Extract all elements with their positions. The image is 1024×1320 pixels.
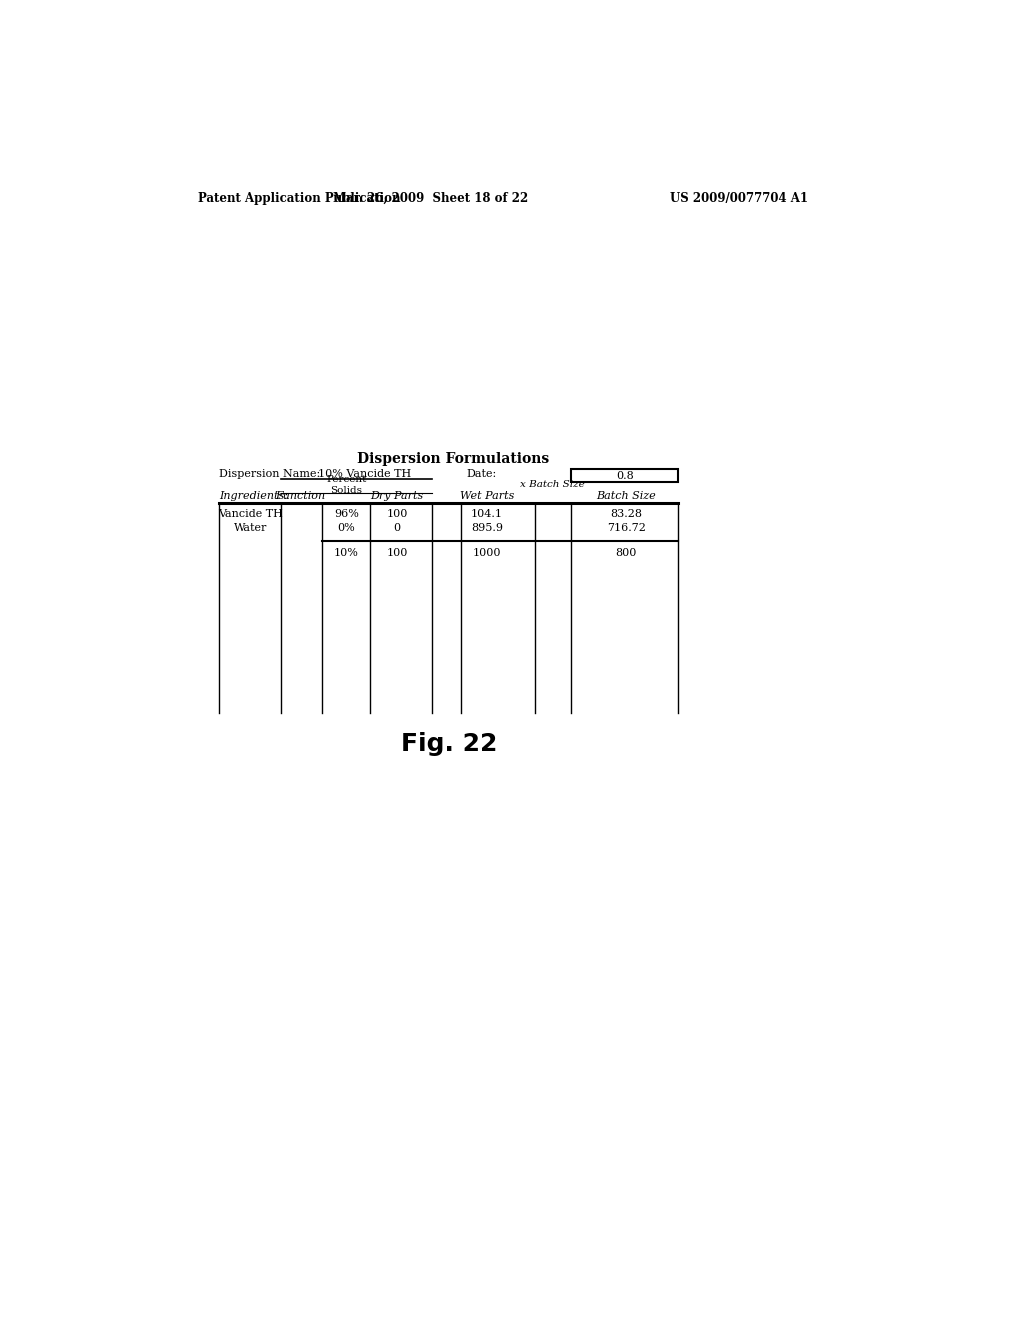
Text: Fig. 22: Fig. 22 xyxy=(401,731,498,755)
Text: 83.28: 83.28 xyxy=(610,510,642,519)
Text: Wet Parts: Wet Parts xyxy=(460,491,514,500)
Text: Vancide TH: Vancide TH xyxy=(218,510,283,519)
Text: 1000: 1000 xyxy=(472,548,501,558)
Text: 716.72: 716.72 xyxy=(607,523,646,533)
Text: Dispersion Name:: Dispersion Name: xyxy=(219,469,321,479)
Text: 0.8: 0.8 xyxy=(615,471,634,480)
Bar xyxy=(571,470,678,482)
Text: Batch Size: Batch Size xyxy=(596,491,656,500)
Text: US 2009/0077704 A1: US 2009/0077704 A1 xyxy=(671,191,809,205)
Text: Patent Application Publication: Patent Application Publication xyxy=(198,191,400,205)
Text: 800: 800 xyxy=(615,548,637,558)
Text: 10%: 10% xyxy=(334,548,359,558)
Text: 10% Vancide TH: 10% Vancide TH xyxy=(317,469,411,479)
Text: Mar. 26, 2009  Sheet 18 of 22: Mar. 26, 2009 Sheet 18 of 22 xyxy=(333,191,528,205)
Text: x Batch Size: x Batch Size xyxy=(520,480,585,490)
Text: Percent
Solids: Percent Solids xyxy=(327,475,367,495)
Text: Ingredients:: Ingredients: xyxy=(219,491,289,500)
Text: Water: Water xyxy=(233,523,267,533)
Text: 100: 100 xyxy=(386,548,408,558)
Text: 100: 100 xyxy=(386,510,408,519)
Text: 0%: 0% xyxy=(338,523,355,533)
Text: Function: Function xyxy=(275,491,325,500)
Text: 104.1: 104.1 xyxy=(471,510,503,519)
Text: 0: 0 xyxy=(393,523,400,533)
Text: Date:: Date: xyxy=(467,469,497,479)
Text: Dry Parts: Dry Parts xyxy=(371,491,424,500)
Text: 895.9: 895.9 xyxy=(471,523,503,533)
Text: Dispersion Formulations: Dispersion Formulations xyxy=(357,451,550,466)
Text: 96%: 96% xyxy=(334,510,359,519)
